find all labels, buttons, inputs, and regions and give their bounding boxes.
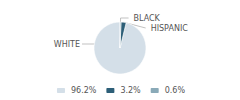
svg-text:96.2%: 96.2% — [71, 86, 97, 95]
svg-text:3.2%: 3.2% — [120, 86, 141, 95]
svg-text:WHITE: WHITE — [54, 40, 80, 49]
svg-text:0.6%: 0.6% — [165, 86, 186, 95]
svg-text:HISPANIC: HISPANIC — [151, 24, 189, 33]
svg-text:BLACK: BLACK — [134, 14, 161, 23]
